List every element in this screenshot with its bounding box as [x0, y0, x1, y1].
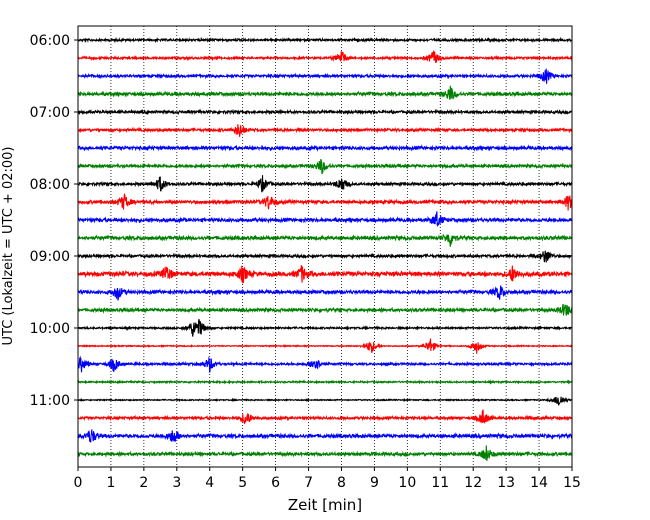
trace-0800 — [77, 175, 573, 193]
plot-frame — [77, 25, 573, 468]
x-tick-label: 5 — [238, 475, 247, 491]
trace-0915 — [77, 265, 573, 284]
x-tick-label: 0 — [74, 475, 83, 491]
x-tick-label: 10 — [398, 475, 416, 491]
x-axis-ticks: 0 1 2 3 4 5 6 7 8 9 10 11 12 13 14 15 — [74, 467, 581, 491]
trace-0615 — [77, 50, 573, 64]
trace-0700 — [77, 108, 573, 116]
trace-0815 — [77, 193, 573, 211]
x-tick-label: 6 — [271, 475, 280, 491]
y-tick-label: 09:00 — [30, 249, 70, 265]
x-tick-label: 12 — [464, 475, 482, 491]
trace-0745 — [77, 158, 573, 175]
trace-1130 — [77, 429, 573, 443]
trace-0630 — [77, 68, 573, 84]
y-tick-label: 06:00 — [30, 33, 70, 49]
y-tick-label: 10:00 — [30, 321, 70, 337]
x-axis-label: Zeit [min] — [288, 496, 362, 514]
trace-0930 — [77, 285, 573, 301]
x-tick-label: 1 — [106, 475, 115, 491]
x-tick-label: 9 — [370, 475, 379, 491]
trace-1045 — [77, 379, 573, 385]
seismogram-traces — [77, 36, 573, 461]
x-tick-label: 2 — [139, 475, 148, 491]
trace-0845 — [77, 233, 573, 247]
trace-0730 — [77, 144, 573, 152]
y-tick-label: 07:00 — [30, 105, 70, 121]
trace-1100 — [77, 396, 573, 406]
x-tick-label: 14 — [530, 475, 548, 491]
trace-0715 — [77, 124, 573, 137]
y-axis-label: UTC (Lokalzeit = UTC + 02:00) — [1, 147, 16, 346]
trace-0900 — [77, 250, 573, 263]
x-tick-label: 3 — [172, 475, 181, 491]
x-tick-label: 15 — [563, 475, 581, 491]
trace-1030 — [77, 355, 573, 373]
x-tick-label: 13 — [497, 475, 515, 491]
y-axis-ticks: 06:00 07:00 08:00 09:00 10:00 11:00 — [30, 33, 78, 409]
trace-1115 — [77, 409, 573, 424]
x-tick-label: 8 — [337, 475, 346, 491]
trace-0830 — [77, 211, 573, 228]
y-tick-label: 11:00 — [30, 393, 70, 409]
y-tick-label: 08:00 — [30, 177, 70, 193]
trace-0645 — [77, 85, 573, 100]
x-tick-label: 11 — [431, 475, 449, 491]
x-tick-label: 7 — [304, 475, 313, 491]
trace-1015 — [77, 338, 573, 354]
trace-0600 — [77, 36, 573, 44]
trace-0945 — [77, 303, 573, 316]
trace-1000 — [77, 318, 573, 337]
x-tick-label: 4 — [205, 475, 214, 491]
trace-1145 — [77, 445, 573, 461]
